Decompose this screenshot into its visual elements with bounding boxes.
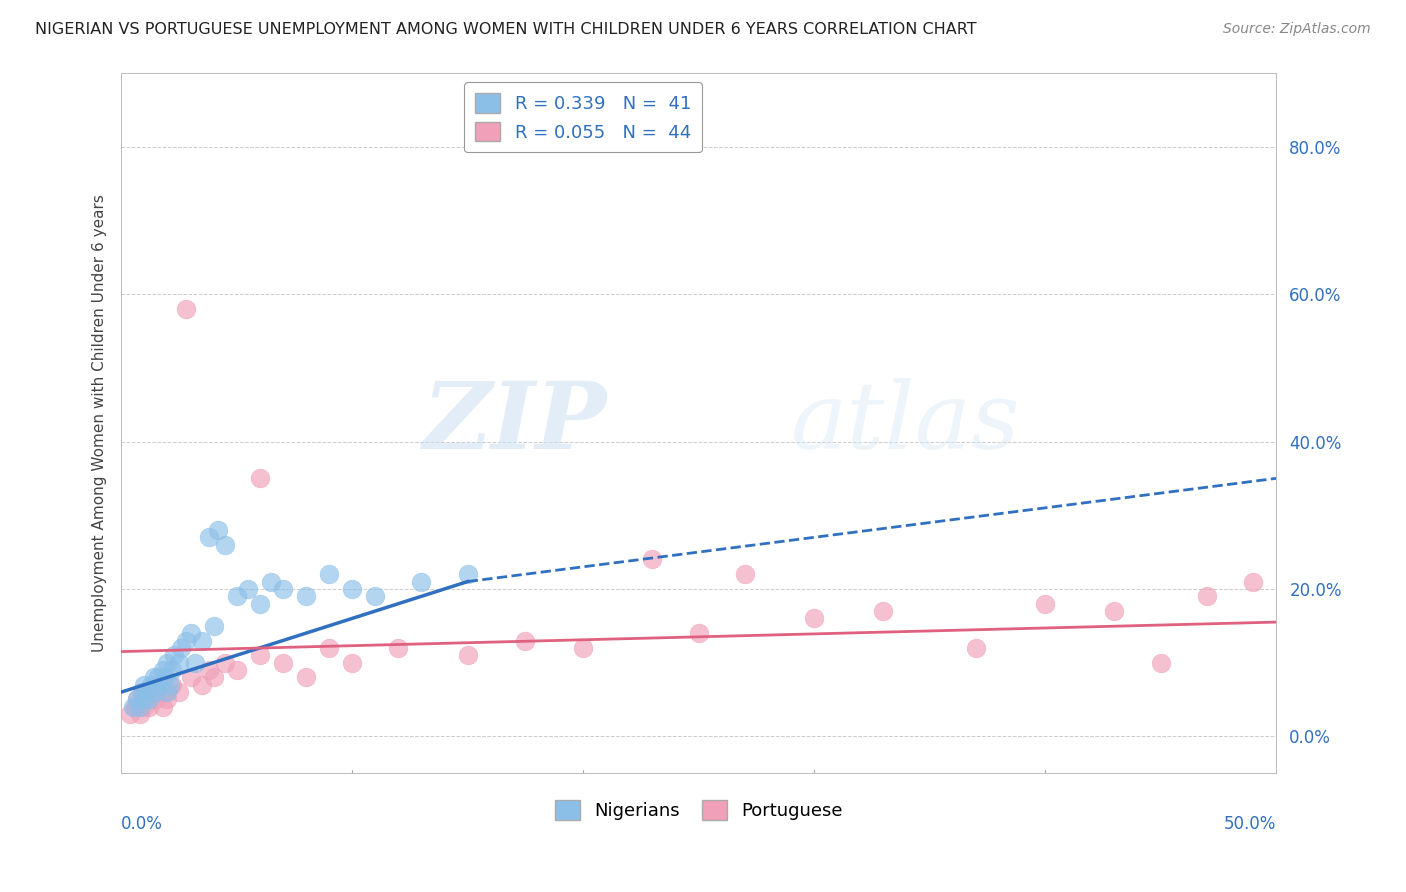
Point xyxy=(1104,604,1126,618)
Point xyxy=(153,685,176,699)
Point xyxy=(159,678,181,692)
Text: Source: ZipAtlas.com: Source: ZipAtlas.com xyxy=(1223,22,1371,37)
Point xyxy=(318,640,340,655)
Point xyxy=(160,678,183,692)
Point xyxy=(170,640,193,655)
Point xyxy=(128,707,150,722)
Point xyxy=(965,640,987,655)
Point xyxy=(340,656,363,670)
Point xyxy=(135,692,157,706)
Point xyxy=(146,670,169,684)
Point xyxy=(131,685,153,699)
Point xyxy=(734,567,756,582)
Point xyxy=(318,567,340,582)
Point xyxy=(295,670,318,684)
Point xyxy=(138,692,160,706)
Point xyxy=(141,678,163,692)
Point xyxy=(225,663,247,677)
Point xyxy=(1149,656,1171,670)
Point xyxy=(641,552,664,566)
Point xyxy=(124,699,146,714)
Point xyxy=(149,678,172,692)
Point xyxy=(688,626,710,640)
Point xyxy=(174,301,197,316)
Point xyxy=(121,699,143,714)
Point xyxy=(156,692,179,706)
Point xyxy=(457,567,479,582)
Point xyxy=(160,663,183,677)
Point xyxy=(271,656,294,670)
Point xyxy=(1241,574,1264,589)
Point xyxy=(120,707,142,722)
Point xyxy=(225,589,247,603)
Point xyxy=(138,699,160,714)
Point xyxy=(198,530,221,544)
Point xyxy=(214,538,236,552)
Point xyxy=(515,633,537,648)
Point xyxy=(134,692,156,706)
Text: ZIP: ZIP xyxy=(422,378,606,468)
Point xyxy=(174,633,197,648)
Point xyxy=(141,685,163,699)
Point xyxy=(872,604,894,618)
Point xyxy=(803,611,825,625)
Text: 0.0%: 0.0% xyxy=(121,815,163,833)
Point xyxy=(179,626,201,640)
Point xyxy=(191,633,214,648)
Point xyxy=(271,582,294,596)
Point xyxy=(167,685,190,699)
Point xyxy=(387,640,409,655)
Point xyxy=(134,678,156,692)
Point xyxy=(131,685,153,699)
Text: 50.0%: 50.0% xyxy=(1223,815,1277,833)
Point xyxy=(198,663,221,677)
Point xyxy=(149,678,172,692)
Point xyxy=(207,523,229,537)
Point xyxy=(340,582,363,596)
Legend: Nigerians, Portuguese: Nigerians, Portuguese xyxy=(547,793,851,827)
Point xyxy=(411,574,433,589)
Point xyxy=(167,656,190,670)
Point xyxy=(191,678,214,692)
Point xyxy=(134,699,156,714)
Point xyxy=(184,656,207,670)
Point xyxy=(127,692,149,706)
Point xyxy=(128,699,150,714)
Y-axis label: Unemployment Among Women with Children Under 6 years: Unemployment Among Women with Children U… xyxy=(93,194,107,652)
Point xyxy=(202,619,225,633)
Point xyxy=(1033,597,1056,611)
Point xyxy=(202,670,225,684)
Point xyxy=(156,685,179,699)
Point xyxy=(127,692,149,706)
Point xyxy=(152,699,174,714)
Point xyxy=(572,640,595,655)
Point xyxy=(142,670,165,684)
Point xyxy=(249,471,271,485)
Point xyxy=(364,589,387,603)
Point xyxy=(238,582,260,596)
Text: NIGERIAN VS PORTUGUESE UNEMPLOYMENT AMONG WOMEN WITH CHILDREN UNDER 6 YEARS CORR: NIGERIAN VS PORTUGUESE UNEMPLOYMENT AMON… xyxy=(35,22,977,37)
Point xyxy=(135,685,157,699)
Point xyxy=(179,670,201,684)
Point xyxy=(163,648,186,663)
Point xyxy=(153,670,176,684)
Point xyxy=(145,685,167,699)
Point xyxy=(156,656,179,670)
Point xyxy=(457,648,479,663)
Point xyxy=(260,574,283,589)
Point xyxy=(145,692,167,706)
Point xyxy=(152,663,174,677)
Point xyxy=(214,656,236,670)
Point xyxy=(1195,589,1218,603)
Point xyxy=(295,589,318,603)
Point xyxy=(249,648,271,663)
Point xyxy=(249,597,271,611)
Text: atlas: atlas xyxy=(792,378,1021,468)
